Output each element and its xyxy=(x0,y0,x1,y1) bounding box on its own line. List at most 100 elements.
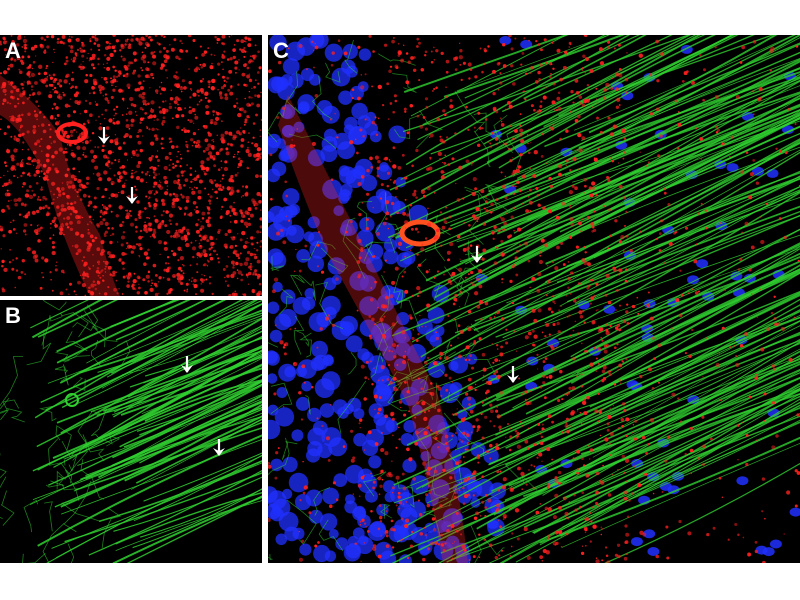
puncta xyxy=(577,410,579,412)
puncta xyxy=(75,231,80,236)
puncta xyxy=(212,250,215,252)
puncta xyxy=(248,90,251,93)
fiber xyxy=(112,495,262,563)
puncta xyxy=(24,193,30,198)
puncta xyxy=(389,294,394,299)
puncta xyxy=(721,142,725,146)
puncta xyxy=(424,50,428,54)
puncta xyxy=(752,159,756,162)
puncta xyxy=(515,185,517,188)
puncta xyxy=(14,168,17,171)
puncta xyxy=(76,233,79,236)
nucleus xyxy=(401,251,416,265)
puncta xyxy=(36,118,39,121)
puncta xyxy=(243,46,246,50)
puncta xyxy=(613,399,615,402)
puncta xyxy=(453,318,456,320)
puncta xyxy=(268,461,271,465)
puncta xyxy=(245,149,250,154)
puncta xyxy=(517,227,522,232)
puncta xyxy=(107,226,110,230)
puncta xyxy=(22,83,25,87)
puncta xyxy=(74,121,77,125)
puncta xyxy=(20,271,24,274)
puncta xyxy=(273,392,277,396)
puncta xyxy=(88,242,92,246)
puncta xyxy=(243,123,246,126)
fiber xyxy=(122,325,262,375)
puncta xyxy=(109,42,111,45)
puncta xyxy=(591,225,595,229)
puncta xyxy=(239,238,243,242)
puncta xyxy=(60,208,65,212)
puncta xyxy=(536,288,541,293)
puncta xyxy=(170,47,175,52)
puncta xyxy=(24,233,27,236)
puncta xyxy=(794,504,798,508)
puncta xyxy=(176,181,180,185)
puncta xyxy=(198,179,203,184)
puncta xyxy=(521,174,527,179)
puncta xyxy=(15,43,20,47)
puncta xyxy=(34,81,38,85)
puncta xyxy=(121,97,125,101)
puncta xyxy=(234,153,236,156)
puncta xyxy=(168,168,171,172)
puncta xyxy=(97,63,100,66)
puncta xyxy=(52,88,54,91)
puncta xyxy=(103,67,105,69)
nucleus xyxy=(310,356,325,371)
puncta xyxy=(120,235,126,240)
puncta xyxy=(447,163,451,166)
puncta xyxy=(502,43,506,47)
puncta xyxy=(73,142,77,146)
puncta xyxy=(422,116,426,119)
dendrite xyxy=(305,395,312,415)
dendrite xyxy=(380,274,391,334)
puncta xyxy=(235,253,240,258)
fiber xyxy=(421,35,701,192)
puncta xyxy=(233,211,238,217)
dendrite xyxy=(42,523,65,563)
puncta xyxy=(583,526,588,531)
puncta xyxy=(89,113,93,118)
puncta xyxy=(256,94,261,98)
fiber xyxy=(488,413,800,563)
puncta xyxy=(125,179,127,181)
puncta xyxy=(386,82,390,86)
puncta xyxy=(530,104,534,108)
puncta xyxy=(553,515,557,520)
puncta xyxy=(578,95,583,99)
puncta xyxy=(28,174,31,177)
puncta xyxy=(0,40,2,44)
puncta xyxy=(510,485,513,488)
dendrite xyxy=(446,391,472,418)
puncta xyxy=(230,35,233,36)
puncta xyxy=(142,54,147,59)
fiber xyxy=(562,385,800,499)
puncta xyxy=(91,86,94,89)
puncta xyxy=(293,144,296,147)
puncta xyxy=(3,48,7,52)
puncta xyxy=(502,250,505,253)
dendrite xyxy=(325,62,341,83)
puncta xyxy=(493,424,496,428)
nucleus xyxy=(379,162,389,172)
puncta xyxy=(509,279,513,284)
puncta xyxy=(417,230,420,234)
puncta xyxy=(21,159,24,161)
puncta xyxy=(196,139,201,144)
puncta xyxy=(733,344,736,347)
puncta xyxy=(528,39,530,42)
puncta xyxy=(26,173,30,176)
puncta xyxy=(242,194,245,197)
puncta xyxy=(101,148,105,152)
puncta xyxy=(166,188,169,191)
puncta xyxy=(402,44,405,47)
puncta xyxy=(217,73,220,76)
puncta xyxy=(582,310,585,313)
puncta xyxy=(106,66,111,71)
puncta xyxy=(528,188,532,192)
puncta xyxy=(54,150,58,155)
puncta xyxy=(252,200,257,205)
